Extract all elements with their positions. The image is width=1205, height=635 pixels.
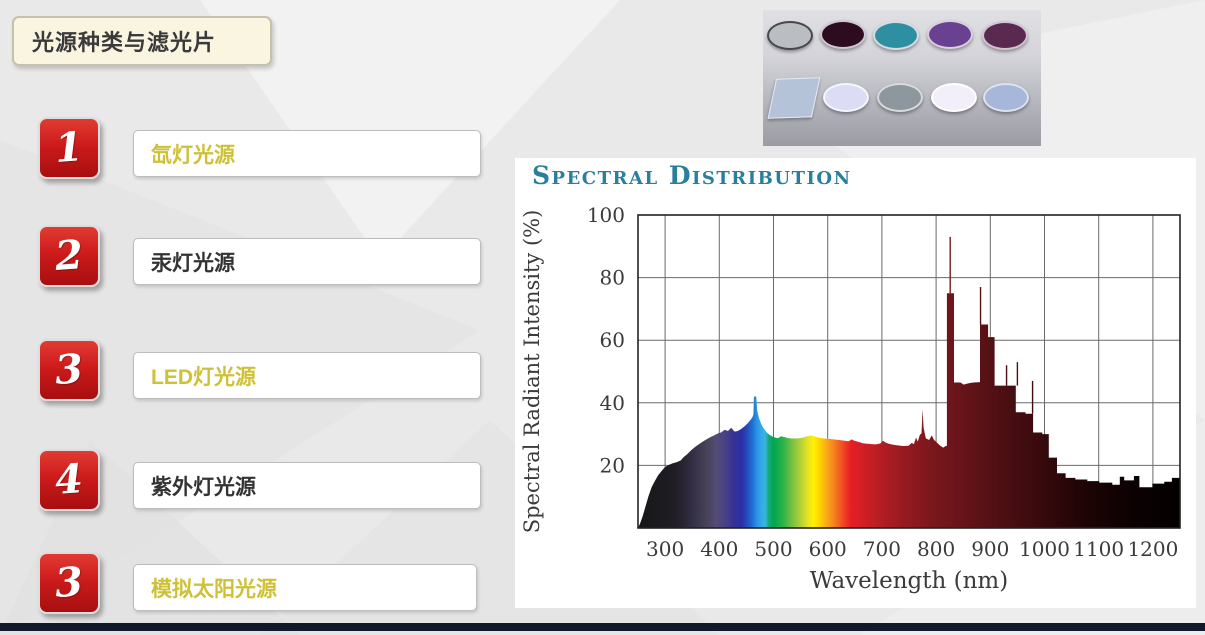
svg-text:900: 900 bbox=[971, 537, 1009, 561]
svg-text:20: 20 bbox=[600, 453, 625, 477]
slide-title-box: 光源种类与滤光片 bbox=[12, 16, 272, 66]
svg-text:60: 60 bbox=[600, 328, 625, 352]
x-axis-label: Wavelength (nm) bbox=[810, 568, 1008, 594]
svg-text:400: 400 bbox=[700, 537, 738, 561]
list-item-mercury: 汞灯光源 bbox=[133, 238, 481, 285]
item-badge-2: 2 bbox=[38, 225, 100, 287]
spectral-chart-svg: 20 40 60 80 100 300 400 500 600 700 800 900 1000 1100… bbox=[520, 203, 1181, 594]
filters-photo bbox=[763, 10, 1041, 146]
svg-text:1000: 1000 bbox=[1019, 537, 1070, 561]
item-number: 3 bbox=[53, 345, 85, 394]
item-label: 氙灯光源 bbox=[151, 143, 235, 167]
chart-title: Spectral Distribution bbox=[532, 161, 852, 190]
item-number: 3 bbox=[53, 558, 85, 607]
list-item-led: LED灯光源 bbox=[133, 352, 481, 399]
svg-text:800: 800 bbox=[917, 537, 955, 561]
list-item-xenon: 氙灯光源 bbox=[133, 130, 481, 177]
svg-text:1100: 1100 bbox=[1073, 537, 1124, 561]
svg-text:700: 700 bbox=[863, 537, 901, 561]
svg-text:100: 100 bbox=[587, 203, 625, 227]
bottom-accent-bar bbox=[0, 623, 1205, 631]
item-badge-3: 3 bbox=[38, 339, 100, 401]
svg-text:80: 80 bbox=[600, 266, 625, 290]
plot-border bbox=[637, 214, 1181, 529]
y-tick-labels: 20 40 60 80 100 bbox=[587, 203, 625, 477]
svg-text:600: 600 bbox=[809, 537, 847, 561]
pale-blue-filter bbox=[983, 83, 1029, 112]
silver-gray-filter bbox=[767, 21, 813, 50]
item-badge-1: 1 bbox=[38, 117, 100, 179]
list-item-uv: 紫外灯光源 bbox=[133, 462, 481, 509]
white-filter bbox=[931, 83, 977, 112]
light-blue-square-filter bbox=[767, 77, 821, 119]
gray-filter bbox=[877, 83, 923, 112]
spectrum-area bbox=[638, 293, 1180, 528]
item-number: 1 bbox=[53, 123, 85, 172]
x-tick-labels: 300 400 500 600 700 800 900 1000 1100 1200 bbox=[646, 537, 1178, 561]
item-label: 紫外灯光源 bbox=[151, 475, 256, 499]
purple-filter bbox=[927, 20, 973, 49]
item-label: LED灯光源 bbox=[151, 365, 256, 389]
list-item-solar: 模拟太阳光源 bbox=[133, 564, 477, 611]
slide-title: 光源种类与滤光片 bbox=[32, 30, 217, 55]
item-badge-4: 4 bbox=[38, 449, 100, 511]
dark-purple-filter bbox=[982, 21, 1028, 50]
item-number: 2 bbox=[53, 231, 85, 280]
spectrum-spike-lines bbox=[949, 236, 1034, 414]
item-label: 汞灯光源 bbox=[151, 251, 235, 275]
svg-text:40: 40 bbox=[600, 391, 625, 415]
spectral-chart-panel: Spectral Distribution 20 40 60 80 100 300 400 5… bbox=[515, 158, 1196, 608]
lavender-white-filter bbox=[823, 83, 869, 112]
dark-plum-filter bbox=[820, 20, 866, 49]
item-badge-5: 3 bbox=[38, 552, 100, 614]
svg-text:500: 500 bbox=[754, 537, 792, 561]
svg-text:300: 300 bbox=[646, 537, 684, 561]
item-number: 4 bbox=[53, 455, 85, 504]
y-axis-label: Spectral Radiant Intensity (%) bbox=[520, 210, 544, 534]
svg-text:1200: 1200 bbox=[1127, 537, 1178, 561]
teal-filter bbox=[873, 21, 919, 50]
item-label: 模拟太阳光源 bbox=[151, 577, 277, 601]
